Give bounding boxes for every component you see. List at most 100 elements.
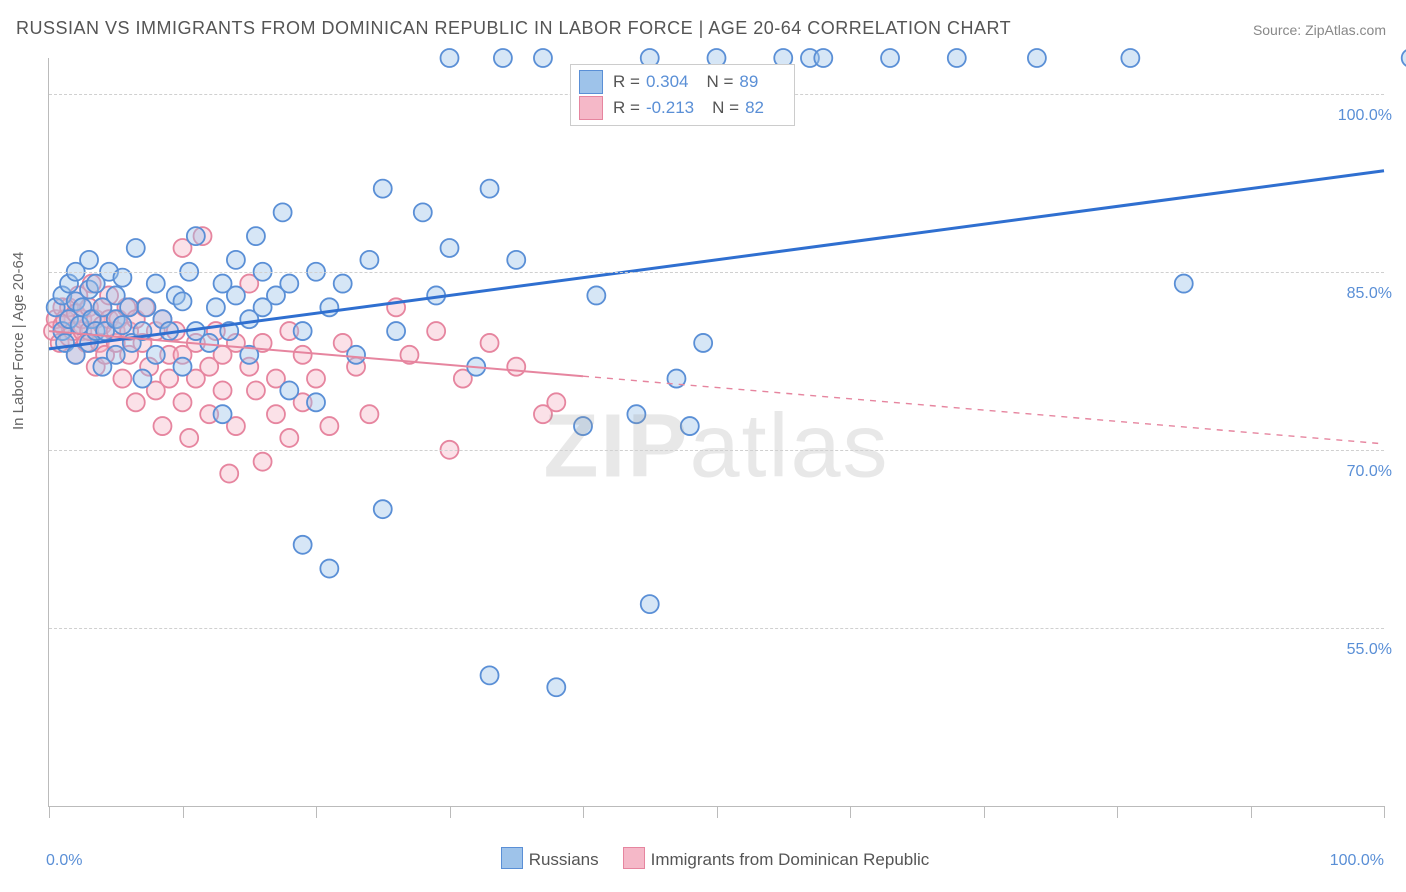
data-point [214,381,232,399]
data-point [574,417,592,435]
data-point [641,595,659,613]
n-value: 82 [745,98,764,118]
data-point [127,239,145,257]
data-point [267,405,285,423]
y-tick-label: 100.0% [1338,107,1392,125]
data-point [881,49,899,67]
data-point [441,49,459,67]
trend-line [49,171,1384,349]
data-point [187,227,205,245]
y-tick-label: 55.0% [1347,641,1392,659]
legend-swatch [501,847,523,869]
legend-swatch [579,70,603,94]
x-tick [583,806,584,818]
data-point [113,316,131,334]
data-point [227,286,245,304]
data-point [113,370,131,388]
x-tick [850,806,851,818]
x-tick [316,806,317,818]
data-point [374,180,392,198]
chart-title: RUSSIAN VS IMMIGRANTS FROM DOMINICAN REP… [16,18,1011,39]
data-point [247,381,265,399]
data-point [147,275,165,293]
data-point [320,417,338,435]
series-legend: Russians Immigrants from Dominican Republ… [0,847,1406,870]
legend-label: Russians [529,850,599,869]
r-label: R = [613,72,640,92]
data-point [320,560,338,578]
data-point [280,275,298,293]
correlation-row: R = 0.304 N = 89 [579,69,782,95]
data-point [427,322,445,340]
chart-plot-area: ZIPatlas [48,58,1384,807]
data-point [681,417,699,435]
y-tick-label: 85.0% [1347,285,1392,303]
n-label: N = [706,72,733,92]
data-point [227,251,245,269]
data-point [127,393,145,411]
data-point [360,251,378,269]
legend-swatch [623,847,645,869]
x-tick [183,806,184,818]
data-point [547,678,565,696]
data-point [374,500,392,518]
data-point [274,203,292,221]
data-point [360,405,378,423]
data-point [481,666,499,684]
scatter-svg [49,58,1384,806]
data-point [507,251,525,269]
gridline [49,272,1384,273]
data-point [587,286,605,304]
data-point [247,227,265,245]
y-axis-label: In Labor Force | Age 20-64 [10,252,27,430]
data-point [200,334,218,352]
y-tick-label: 70.0% [1347,463,1392,481]
correlation-legend: R =0.304N =89R =-0.213N =82 [570,64,795,126]
x-tick [1117,806,1118,818]
data-point [627,405,645,423]
r-value: 0.304 [646,72,689,92]
data-point [507,358,525,376]
data-point [294,536,312,554]
data-point [214,405,232,423]
data-point [80,251,98,269]
data-point [207,298,225,316]
data-point [1028,49,1046,67]
r-value: -0.213 [646,98,694,118]
data-point [1175,275,1193,293]
data-point [414,203,432,221]
data-point [948,49,966,67]
gridline [49,450,1384,451]
data-point [133,370,151,388]
data-point [694,334,712,352]
data-point [147,346,165,364]
source-attribution: Source: ZipAtlas.com [1253,22,1386,38]
data-point [280,381,298,399]
x-tick [49,806,50,818]
data-point [280,429,298,447]
data-point [334,275,352,293]
data-point [481,334,499,352]
data-point [1121,49,1139,67]
data-point [494,49,512,67]
gridline [49,628,1384,629]
data-point [547,393,565,411]
r-label: R = [613,98,640,118]
x-tick [717,806,718,818]
x-tick [984,806,985,818]
data-point [1402,49,1406,67]
trend-line-extrapolated [583,376,1384,444]
n-value: 89 [739,72,758,92]
data-point [120,298,138,316]
data-point [174,393,192,411]
n-label: N = [712,98,739,118]
data-point [441,239,459,257]
legend-label: Immigrants from Dominican Republic [651,850,930,869]
data-point [481,180,499,198]
data-point [814,49,832,67]
data-point [153,417,171,435]
data-point [294,346,312,364]
data-point [174,292,192,310]
correlation-row: R = -0.213 N = 82 [579,95,782,121]
data-point [107,346,125,364]
